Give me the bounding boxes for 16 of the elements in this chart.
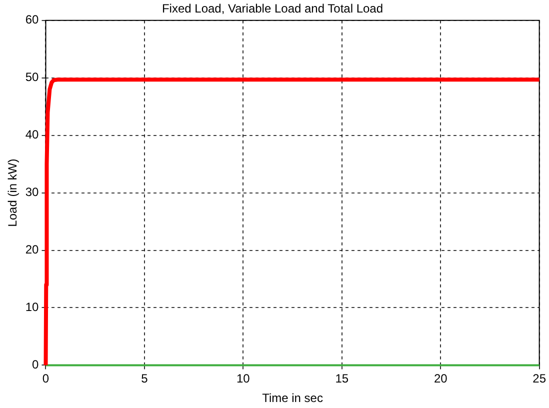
y-tick-label: 40 xyxy=(25,128,40,142)
y-axis-title: Load (in kW) xyxy=(6,158,20,227)
x-axis-title: Time in sec xyxy=(262,391,323,406)
chart-title: Fixed Load, Variable Load and Total Load xyxy=(162,2,384,16)
y-tick-label: 20 xyxy=(25,242,40,257)
y-tick-label: 30 xyxy=(25,185,40,200)
x-tick-label: 10 xyxy=(236,372,250,386)
y-tick-label: 10 xyxy=(25,300,40,314)
x-tick-label: 0 xyxy=(42,372,50,386)
x-tick-label: 20 xyxy=(434,372,448,386)
x-tick-label: 25 xyxy=(532,372,546,386)
x-tick-label: 5 xyxy=(141,372,148,386)
x-tick-label: 15 xyxy=(335,372,349,386)
y-tick-label: 50 xyxy=(25,70,40,84)
y-tick-label: 60 xyxy=(25,12,40,27)
y-tick-label: 0 xyxy=(32,358,40,372)
